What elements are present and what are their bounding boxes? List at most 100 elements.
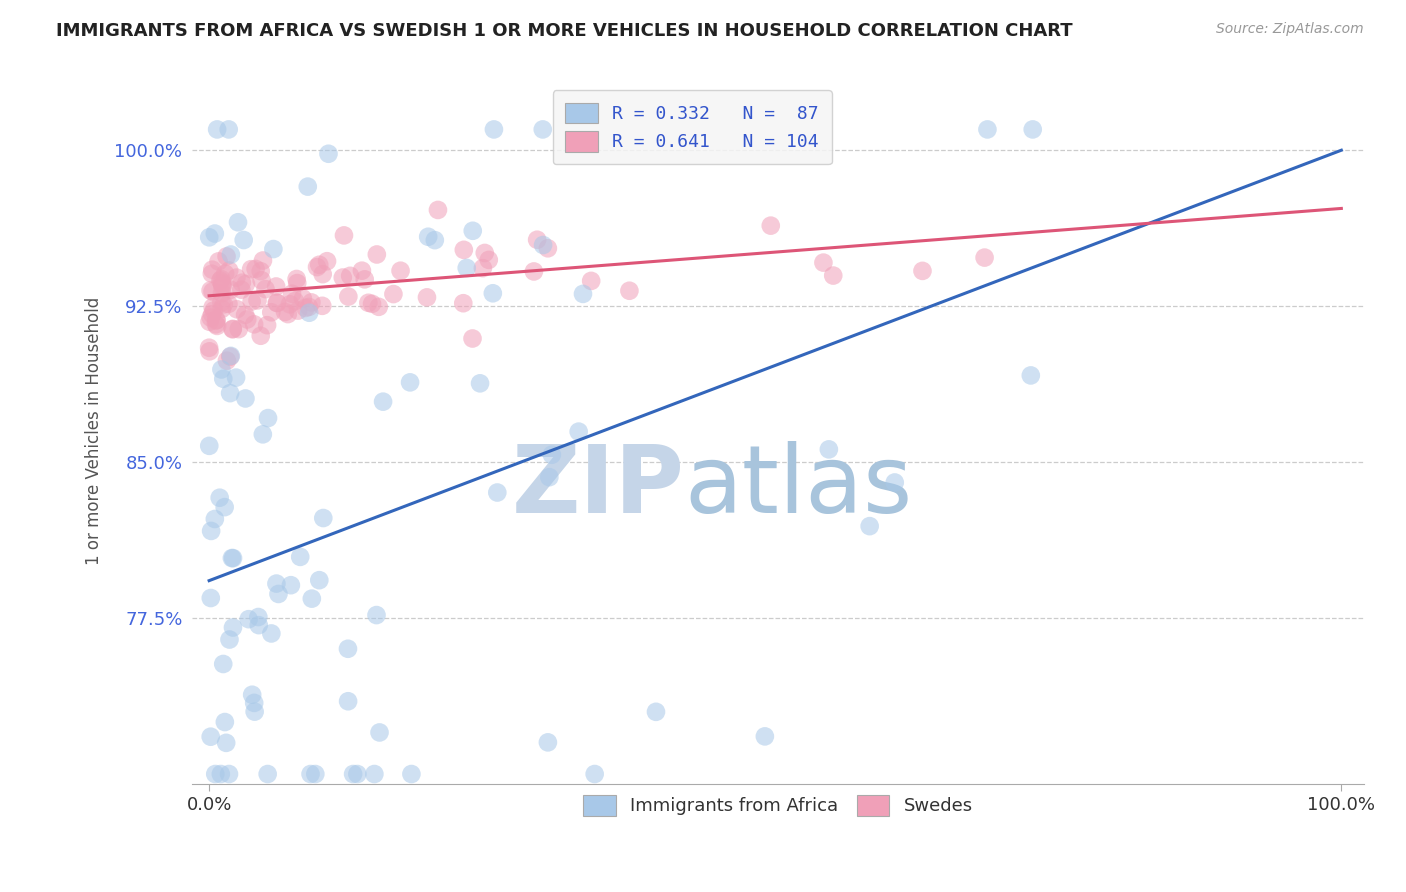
Point: [204, 767, 226, 781]
Point: [291, 292, 314, 306]
Point: [537, 241, 560, 255]
Point: [205, 318, 228, 332]
Point: [366, 608, 388, 623]
Point: [468, 376, 491, 391]
Point: [813, 255, 835, 269]
Point: [209, 272, 232, 286]
Point: [308, 573, 330, 587]
Point: [267, 587, 290, 601]
Point: [540, 448, 562, 462]
Point: [312, 267, 335, 281]
Point: [198, 230, 221, 244]
Point: [278, 297, 301, 311]
Point: [619, 284, 641, 298]
Point: [228, 322, 250, 336]
Point: [249, 328, 271, 343]
Point: [225, 370, 247, 384]
Point: [247, 618, 270, 632]
Point: [531, 238, 554, 252]
Point: [222, 322, 245, 336]
Point: [214, 714, 236, 729]
Point: [264, 279, 287, 293]
Point: [859, 519, 882, 533]
Point: [337, 289, 360, 303]
Point: [579, 274, 602, 288]
Point: [461, 224, 484, 238]
Point: [526, 233, 548, 247]
Point: [247, 610, 270, 624]
Point: [202, 303, 225, 318]
Point: [221, 551, 243, 566]
Point: [218, 122, 240, 136]
Point: [200, 730, 222, 744]
Point: [299, 767, 322, 781]
Point: [212, 297, 235, 311]
Point: [198, 315, 221, 329]
Point: [346, 767, 368, 781]
Point: [368, 725, 391, 739]
Point: [568, 425, 591, 439]
Point: [911, 264, 934, 278]
Point: [201, 307, 224, 321]
Point: [818, 442, 841, 457]
Point: [200, 310, 222, 325]
Point: [285, 272, 308, 286]
Point: [240, 688, 263, 702]
Point: [1022, 122, 1045, 136]
Point: [336, 641, 359, 656]
Point: [218, 767, 240, 781]
Point: [266, 576, 288, 591]
Point: [486, 485, 509, 500]
Point: [423, 233, 446, 247]
Point: [243, 705, 266, 719]
Point: [211, 279, 233, 293]
Point: [280, 578, 302, 592]
Point: [301, 591, 323, 606]
Point: [238, 612, 260, 626]
Point: [252, 253, 274, 268]
Point: [754, 730, 776, 744]
Point: [297, 179, 319, 194]
Point: [243, 696, 266, 710]
Point: [1019, 368, 1042, 383]
Point: [209, 767, 232, 781]
Point: [200, 524, 222, 538]
Point: [208, 491, 231, 505]
Point: [260, 305, 283, 319]
Point: [200, 591, 222, 605]
Point: [235, 392, 257, 406]
Point: [245, 261, 267, 276]
Point: [232, 233, 254, 247]
Point: [342, 767, 364, 781]
Point: [281, 286, 304, 301]
Point: [304, 767, 326, 781]
Point: [198, 344, 221, 359]
Point: [233, 308, 256, 322]
Point: [226, 215, 249, 229]
Point: [339, 268, 361, 283]
Point: [426, 202, 449, 217]
Point: [215, 736, 238, 750]
Point: [214, 500, 236, 515]
Point: [290, 549, 312, 564]
Point: [973, 251, 995, 265]
Point: [298, 300, 321, 314]
Point: [531, 122, 554, 136]
Point: [212, 372, 235, 386]
Point: [305, 260, 328, 274]
Point: [418, 229, 440, 244]
Text: atlas: atlas: [685, 442, 912, 533]
Point: [252, 427, 274, 442]
Point: [382, 287, 405, 301]
Point: [254, 282, 277, 296]
Point: [287, 303, 309, 318]
Point: [823, 268, 845, 283]
Point: [204, 227, 226, 241]
Point: [482, 122, 505, 136]
Point: [311, 299, 333, 313]
Point: [471, 261, 494, 276]
Point: [260, 626, 283, 640]
Point: [222, 620, 245, 634]
Point: [222, 551, 245, 566]
Point: [219, 386, 242, 401]
